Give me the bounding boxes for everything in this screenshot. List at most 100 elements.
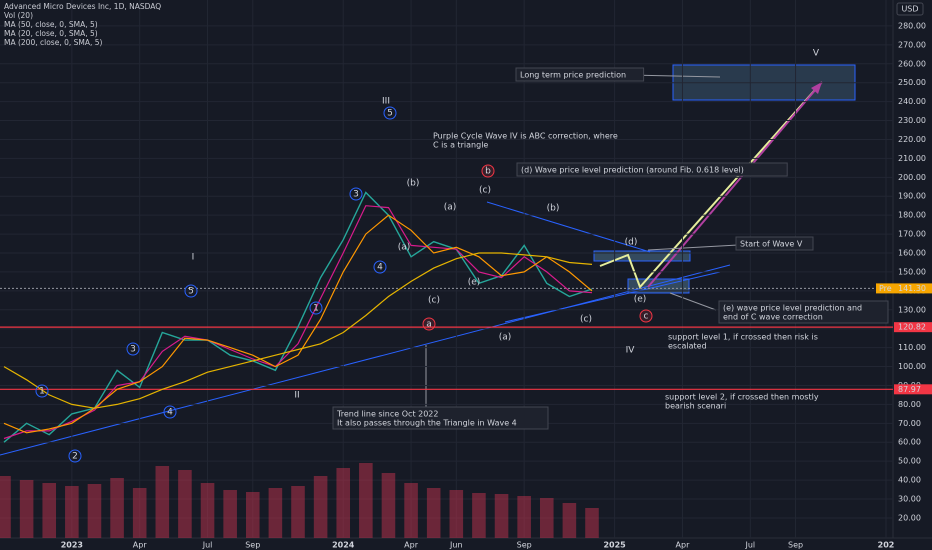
note-box: [735, 236, 814, 251]
volume-bar: [539, 498, 554, 538]
volume-bar: [87, 484, 102, 538]
volume-bar: [19, 480, 34, 538]
volume-bar: [426, 488, 441, 538]
wave-label: II: [294, 391, 299, 401]
wave-label: IV: [626, 346, 636, 356]
note-text: Start of Wave V: [740, 240, 803, 249]
projection-arrow: [599, 81, 823, 289]
wave-label: c: [644, 312, 649, 322]
wave-label: (c): [580, 315, 592, 325]
y-tick-label: 80.00: [898, 400, 921, 409]
wave-circle: [639, 309, 653, 323]
wave-circle: [309, 301, 323, 315]
volume-bar: [291, 486, 305, 538]
wave-label: 1: [39, 387, 45, 397]
wave-circle: [68, 449, 82, 463]
x-tick-label: Jul: [744, 541, 755, 550]
note-text: (d) Wave price level prediction (around …: [521, 166, 744, 175]
note-box: [718, 300, 889, 324]
note-text: (e) wave price level prediction and: [723, 304, 862, 313]
note-box: [332, 406, 549, 430]
volume-bar: [268, 488, 283, 538]
wave-label: (b): [547, 204, 560, 214]
x-tick-label: 202: [878, 541, 895, 550]
level-label: 87.97: [898, 385, 921, 394]
x-tick-label: 2024: [332, 541, 355, 550]
y-tick-label: 70.00: [898, 419, 921, 428]
wave-label: (e): [634, 295, 647, 305]
prediction-box: [593, 250, 691, 262]
legend-entry: MA (50, close, 0, SMA, 5): [4, 20, 98, 29]
volume-bar: [494, 494, 509, 538]
ma-line: [3, 252, 593, 409]
note-text: Trend line since Oct 2022: [336, 410, 438, 419]
note-text: C is a triangle: [433, 141, 488, 150]
x-tick-label: Sep: [517, 541, 532, 550]
note-text: bearish scenari: [665, 402, 726, 411]
level-tag: [894, 322, 932, 333]
y-tick-label: 160.00: [898, 249, 926, 258]
volume-bar: [381, 473, 396, 538]
currency-box: [896, 2, 924, 16]
volume-bar: [313, 476, 328, 538]
y-tick-label: 150.00: [898, 267, 926, 276]
note-text: support level 1, if crossed then risk is: [668, 333, 818, 342]
note-text: Purple Cycle Wave IV is ABC correction, …: [433, 132, 618, 141]
y-tick-label: 40.00: [898, 476, 921, 485]
legend-entry: MA (20, close, 0, SMA, 5): [4, 29, 98, 38]
last-price-label: 141.30: [898, 284, 926, 293]
y-tick-label: 130.00: [898, 305, 926, 314]
y-tick-label: 230.00: [898, 116, 926, 125]
note-leader: [669, 292, 717, 311]
level-tag: [894, 384, 932, 395]
volume-bar: [336, 468, 351, 538]
x-tick-label: Apr: [404, 541, 419, 550]
wave-circle: [184, 284, 198, 298]
x-tick-label: Jun: [449, 541, 463, 550]
volume-bar: [42, 483, 57, 538]
x-tick-label: Sep: [245, 541, 260, 550]
note-text: support level 2, if crossed then mostly: [665, 393, 819, 402]
x-tick-label: Jul: [202, 541, 213, 550]
wave-label: 3: [353, 190, 359, 200]
note-text: end of C wave correction: [723, 313, 823, 322]
y-tick-label: 180.00: [898, 211, 926, 220]
wave-label: 3: [130, 345, 136, 355]
y-tick-label: 200.00: [898, 173, 926, 182]
volume-bar: [517, 496, 531, 538]
volume-bar: [178, 470, 192, 538]
volume-bar: [110, 478, 124, 538]
volume-bar: [65, 486, 79, 538]
note-text: It also passes through the Triangle in W…: [337, 419, 517, 428]
x-tick-label: 2023: [61, 541, 83, 550]
wave-label: (b): [407, 179, 420, 189]
chart-title: Advanced Micro Devices Inc, 1D, NASDAQ: [4, 2, 161, 11]
legend-entry: Vol (20): [4, 11, 33, 20]
volume-bar: [585, 508, 599, 538]
wave-label: 5: [188, 287, 194, 297]
x-tick-label: Sep: [788, 541, 803, 550]
y-tick-label: 250.00: [898, 78, 926, 87]
arrow-head: [811, 82, 822, 94]
volume-bar: [200, 483, 215, 538]
note-text: Long term price prediction: [520, 71, 626, 80]
wave-circle: [383, 106, 397, 120]
wave-label: V: [813, 49, 820, 59]
wave-label: (d): [625, 238, 638, 248]
volume-bar: [132, 488, 147, 538]
volume-bar: [0, 476, 11, 538]
wave-circle: [481, 164, 495, 178]
wave-label: (e): [468, 278, 481, 288]
y-tick-label: 190.00: [898, 192, 926, 201]
level-label: 120.82: [898, 323, 926, 332]
y-tick-label: 240.00: [898, 97, 926, 106]
wave-label: 5: [387, 109, 393, 119]
wave-circle: [126, 342, 140, 356]
wave-label: (c): [428, 296, 440, 306]
triangle-line: [504, 271, 721, 323]
y-tick-label: 60.00: [898, 438, 921, 447]
note-box: [515, 67, 645, 82]
y-tick-label: 220.00: [898, 135, 926, 144]
wave-label: 4: [167, 408, 173, 418]
